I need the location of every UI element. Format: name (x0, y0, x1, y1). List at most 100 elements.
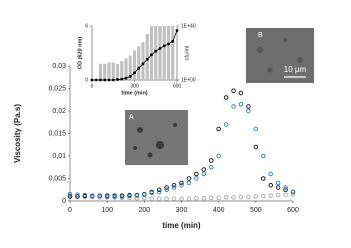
point (158, 47, 162, 50)
point (201, 171, 207, 177)
texture (133, 123, 177, 158)
x-tick-label: 300 (176, 207, 188, 214)
point (261, 176, 266, 181)
point (208, 164, 214, 170)
point (154, 49, 158, 53)
point (171, 196, 177, 201)
point (238, 194, 244, 200)
point (94, 78, 98, 82)
bar (128, 55, 132, 80)
point (171, 185, 177, 190)
point (246, 104, 251, 109)
point (120, 77, 124, 81)
x-tick-label: 500 (250, 207, 262, 214)
point (231, 195, 236, 200)
x-tick-label: 600 (287, 207, 299, 214)
point (164, 196, 169, 201)
bar (103, 63, 107, 80)
micrograph-b (246, 28, 314, 83)
point (283, 192, 288, 197)
point (164, 185, 169, 190)
bar (141, 42, 145, 80)
point (275, 185, 281, 190)
y-tick-label: 0,01 (52, 153, 66, 160)
point (116, 78, 119, 81)
point (156, 189, 162, 195)
point (97, 193, 102, 199)
point (171, 182, 177, 188)
point (223, 195, 229, 200)
x-tick-label: 300 (130, 83, 139, 89)
point (156, 187, 162, 192)
point (141, 62, 145, 66)
point (290, 189, 296, 195)
point (164, 187, 169, 192)
y2-tick-label: 1E+00 (181, 77, 196, 83)
y-tick-label: 0,03 (52, 63, 66, 70)
bar (149, 26, 154, 80)
bar (166, 26, 171, 80)
point (150, 53, 153, 57)
x-tick-label: 600 (173, 83, 182, 89)
point (283, 185, 288, 190)
point (107, 78, 111, 82)
point (268, 171, 273, 177)
micrograph-a (125, 110, 188, 165)
point (175, 29, 179, 32)
point (119, 195, 125, 201)
point (238, 90, 244, 96)
point (186, 196, 192, 201)
point (246, 108, 251, 114)
point (119, 194, 125, 199)
point (201, 196, 207, 201)
point (111, 78, 115, 82)
bar (132, 50, 137, 80)
point (149, 190, 155, 196)
y-axis-title: OD (620 nm) (77, 37, 83, 70)
y-tick-label: 0,005 (48, 175, 66, 182)
micrograph-label: B (258, 32, 263, 39)
point (128, 75, 132, 78)
point (137, 66, 141, 70)
bar (124, 58, 128, 80)
bar (158, 26, 162, 80)
point (253, 144, 259, 150)
point (134, 193, 140, 198)
point (275, 192, 281, 198)
point (216, 126, 221, 132)
x-tick-label: 100 (101, 207, 113, 214)
y-tick-label: 0 (62, 198, 66, 205)
point (231, 104, 236, 109)
point (179, 196, 184, 201)
bar (107, 62, 111, 80)
point (261, 153, 266, 159)
point (142, 196, 147, 201)
point (103, 78, 107, 82)
point (275, 180, 281, 186)
point (142, 192, 147, 197)
bar (145, 34, 149, 80)
y-tick-label: 0,025 (48, 85, 66, 92)
point (253, 194, 259, 199)
bar (120, 61, 124, 80)
point (216, 153, 221, 159)
point (194, 196, 199, 201)
point (261, 193, 266, 199)
bar (154, 26, 158, 80)
bar (137, 46, 141, 80)
bar (171, 26, 175, 80)
x-tick-label: 400 (213, 207, 225, 214)
point (75, 192, 80, 197)
point (194, 176, 199, 181)
bar (111, 62, 115, 80)
x-tick-label: 200 (138, 207, 150, 214)
point (290, 191, 296, 197)
point (67, 194, 73, 199)
point (283, 187, 288, 192)
point (90, 193, 95, 198)
y2-tick-label: 1E+40 (181, 23, 196, 29)
point (67, 191, 73, 197)
point (216, 195, 221, 201)
bar (162, 26, 166, 80)
scale-label: 10 µm (284, 65, 307, 74)
